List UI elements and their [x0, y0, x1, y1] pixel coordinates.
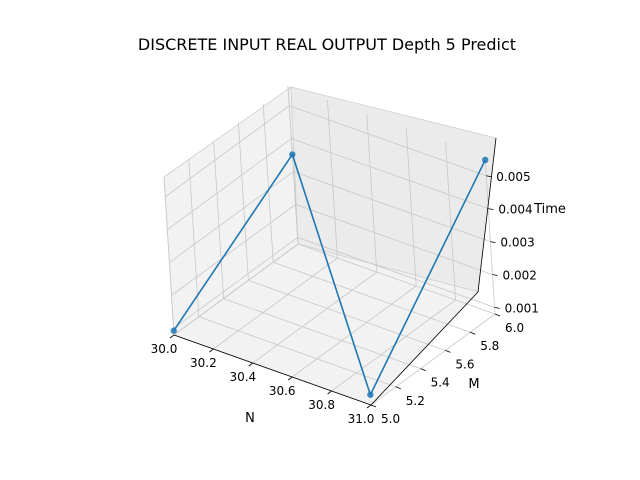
axis-lines — [173, 137, 497, 406]
y-tick-label: 5.8 — [480, 339, 499, 353]
grid-line-y-floor — [223, 298, 421, 369]
grid-line-y-floor — [297, 243, 496, 315]
axis-ticks: 30.0 30.2 30.4 30.6 30.8 31.0 5.0 5.2 5.4 5.6 5.8 6… — [151, 170, 539, 426]
grid-line-z-left — [173, 237, 298, 329]
data-point — [482, 156, 489, 164]
y-tick-label: 5.6 — [455, 357, 474, 371]
y-tick-label: 5.4 — [431, 376, 450, 390]
x-tick-mark — [248, 362, 254, 367]
axes-panes — [163, 86, 497, 406]
z-tick-label: 0.004 — [498, 203, 532, 217]
axis-labels: N M Time — [245, 202, 566, 426]
x-tick-label: 30.8 — [308, 398, 335, 412]
grid-line-z-back — [291, 138, 489, 210]
z-tick-mark — [494, 307, 500, 309]
grid-line-y-floor — [273, 261, 471, 333]
y-tick-mark — [494, 313, 501, 317]
y-tick-mark — [445, 350, 451, 353]
x-tick-label: 31.0 — [348, 412, 375, 426]
grid-line-y-left — [238, 122, 249, 281]
z-tick-mark — [492, 274, 498, 276]
z-tick-label: 0.005 — [496, 170, 530, 184]
chart-title: DISCRETE INPUT REAL OUTPUT Depth 5 Predi… — [138, 35, 516, 54]
grid-line-x-back — [366, 113, 378, 273]
z-tick-mark — [486, 175, 492, 178]
grid-line-x-floor — [370, 313, 496, 406]
data-series — [170, 151, 489, 398]
x-tick-mark — [327, 390, 332, 395]
x-tick-label: 30.4 — [229, 370, 256, 384]
grid-line-z-back — [297, 237, 495, 308]
data-point — [289, 151, 296, 158]
y-tick-mark — [370, 404, 377, 408]
grid-line-x-floor — [291, 285, 417, 378]
grid-line-z-left — [167, 138, 292, 230]
grid-line-y-left — [287, 85, 299, 245]
z-tick-mark — [488, 208, 494, 211]
data-point — [170, 327, 177, 334]
x-axis-label: N — [245, 411, 255, 426]
x-tick-mark — [366, 404, 372, 409]
z-tick-label: 0.002 — [503, 269, 537, 283]
grid-line-z-left — [171, 204, 296, 296]
x-tick-label: 30.0 — [151, 342, 178, 356]
grid-line-y-left — [262, 104, 274, 263]
y-tick-mark — [420, 368, 426, 371]
grid-line-x-back — [484, 155, 496, 315]
y-tick-mark — [470, 331, 476, 335]
grid-line-x-floor — [173, 243, 299, 336]
y-axis-label: M — [468, 377, 479, 392]
data-point — [367, 391, 374, 398]
grid-line-x-floor — [213, 257, 338, 350]
grid-line-x-back — [445, 141, 456, 301]
grid-line-z-back — [295, 204, 493, 275]
grid-line-y-left — [163, 176, 175, 336]
grid-line-z-left — [169, 171, 294, 263]
grid-line-x-back — [405, 127, 417, 287]
y-tick-mark — [395, 386, 401, 390]
y-tick-label: 5.2 — [406, 394, 425, 408]
series-line — [173, 152, 486, 397]
grid-line-y-floor — [198, 316, 396, 388]
x-tick-mark — [169, 334, 175, 339]
grid-line-y-left — [188, 158, 200, 317]
z-tick-label: 0.003 — [500, 236, 534, 250]
grid-line-x-floor — [252, 271, 378, 364]
y-tick-label: 6.0 — [505, 321, 524, 335]
grid-line-z-back — [289, 105, 487, 177]
grid-line-z-back — [293, 171, 491, 242]
y-axis-line — [370, 291, 479, 406]
grid-line-z-left — [165, 105, 290, 198]
x-tick-label: 30.6 — [269, 384, 296, 398]
x-tick-mark — [209, 348, 214, 353]
grid-line-x-back — [327, 99, 338, 259]
x-axis-line — [173, 334, 372, 406]
grid-line-y-floor — [248, 280, 446, 351]
z-tick-mark — [490, 241, 496, 243]
grid-line-y-left — [213, 140, 224, 299]
z-tick-label: 0.001 — [505, 301, 539, 315]
x-tick-label: 30.2 — [190, 356, 217, 370]
y-tick-label: 5.0 — [381, 412, 400, 426]
z-axis-line — [477, 137, 497, 293]
x-tick-mark — [287, 376, 293, 381]
z-axis-label: Time — [533, 202, 566, 217]
